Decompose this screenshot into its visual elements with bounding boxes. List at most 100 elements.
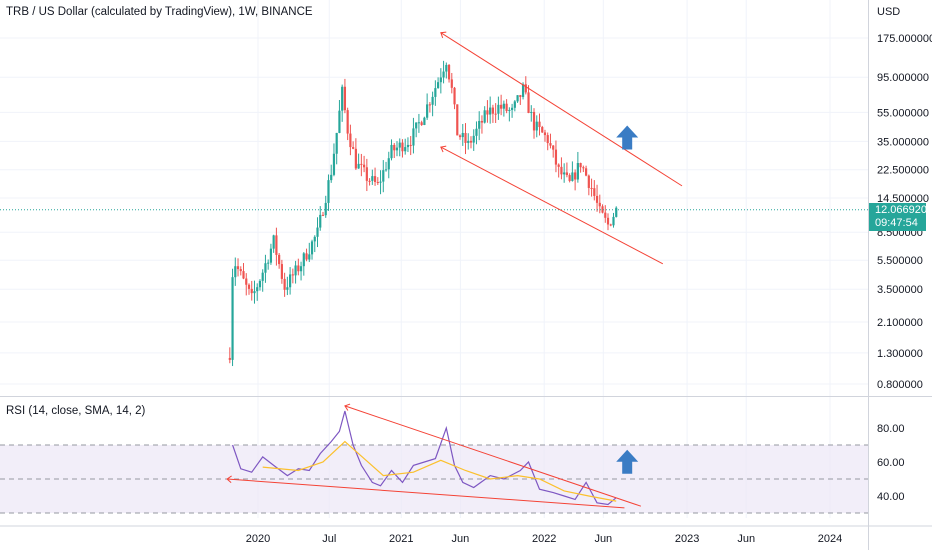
candle-body [343, 86, 347, 111]
candle-body [286, 287, 289, 290]
candle-body [354, 148, 357, 169]
candle-body [319, 214, 322, 228]
candle-body [308, 254, 311, 260]
candle-body [362, 164, 366, 168]
price-tick-label: 2.100000 [877, 317, 923, 329]
rsi-title: RSI (14, close, SMA, 14, 2) [6, 405, 146, 417]
candle-body [516, 95, 519, 102]
candle-body [236, 266, 240, 270]
candle-body [464, 132, 467, 143]
candle-body [242, 271, 245, 279]
candle-body [387, 158, 390, 170]
price-trendline [440, 32, 683, 187]
candle-body [475, 128, 478, 136]
candle-body [357, 163, 360, 169]
candle-body [250, 288, 253, 294]
candle-body [401, 142, 404, 152]
candle-body [412, 128, 415, 146]
candle-body [365, 167, 368, 181]
candle-body [458, 135, 462, 138]
candle-body [267, 262, 270, 264]
candle-body [505, 103, 508, 112]
price-tick-label: 0.800000 [877, 379, 923, 391]
candle-body [228, 357, 231, 360]
rsi-annotations [226, 403, 642, 509]
candle-body [595, 195, 599, 203]
candle-body [415, 122, 418, 129]
candle-body [299, 266, 303, 272]
candle-body [472, 135, 475, 143]
candle-body [280, 264, 283, 279]
candle-body [398, 142, 401, 148]
candle-body [584, 168, 588, 176]
candle-body [557, 164, 560, 167]
candle-body [327, 180, 330, 203]
trendline-arrowhead [440, 31, 447, 39]
rsi-trendline [344, 405, 642, 507]
candle-body [576, 163, 579, 180]
candle-body [275, 235, 278, 255]
candle-body [316, 227, 319, 237]
price-tick-label: 3.500000 [877, 284, 923, 296]
trendline-arrowhead [440, 145, 447, 153]
candle-body [264, 263, 267, 273]
candle-body [574, 172, 577, 180]
rsi-axis[interactable]: 80.00 60.00 40.00 [877, 423, 905, 503]
candle-body [601, 206, 604, 213]
price-tick-label: 5.500000 [877, 255, 923, 267]
candle-body [420, 122, 423, 125]
candle-body [431, 96, 434, 105]
candle-body [335, 132, 338, 154]
candle-body [606, 217, 610, 225]
candle-body [239, 269, 242, 272]
candle-body [379, 181, 382, 183]
candle-body [436, 82, 440, 89]
candle-body [231, 277, 234, 360]
candle-body [426, 104, 429, 118]
candle-body [332, 153, 336, 175]
candle-body [384, 169, 388, 171]
candle-body [508, 109, 511, 112]
candle-body [313, 236, 316, 242]
candle-body [494, 113, 497, 115]
rsi-line [232, 410, 617, 506]
candle-body [456, 104, 459, 136]
candle-body [563, 172, 566, 175]
candle-body [256, 287, 259, 292]
candle-body [258, 280, 262, 288]
candle-body [423, 117, 426, 125]
time-axis[interactable]: 2020 Jul 2021 Jun 2022 Jun 2023 Jun 2024 [246, 533, 842, 545]
candle-body [373, 176, 377, 183]
price-trendline [440, 146, 664, 265]
candle-body [291, 274, 294, 276]
candle-body [513, 101, 516, 108]
candle-body [530, 111, 533, 113]
candle-body [598, 202, 601, 207]
candle-body [450, 79, 453, 88]
candle-body [524, 84, 527, 93]
candle-body [543, 132, 547, 136]
candle-body [579, 163, 582, 168]
last-price-badge: 12.066920 09:47:54 [869, 203, 927, 231]
candle-body [390, 144, 393, 159]
candle-body [604, 212, 607, 218]
price-tick-label: 1.300000 [877, 348, 923, 360]
candle-body [467, 140, 470, 143]
rsi-trendline [227, 478, 625, 509]
candle-body [442, 71, 445, 78]
rsi-tick-label: 60.00 [877, 457, 905, 469]
time-tick-label: Jun [737, 533, 755, 545]
trendline-arrowhead [226, 475, 232, 484]
candle-body [491, 107, 495, 114]
rsi-tick-label: 80.00 [877, 423, 905, 435]
candle-body [541, 127, 544, 133]
candle-body [305, 253, 308, 260]
candle-body [393, 144, 396, 151]
price-tick-label: 55.000000 [877, 107, 929, 119]
time-tick-label: 2023 [675, 533, 699, 545]
candle-body [272, 235, 275, 249]
candle-body [247, 284, 251, 289]
candle-body [478, 120, 481, 129]
time-tick-label: Jun [452, 533, 470, 545]
